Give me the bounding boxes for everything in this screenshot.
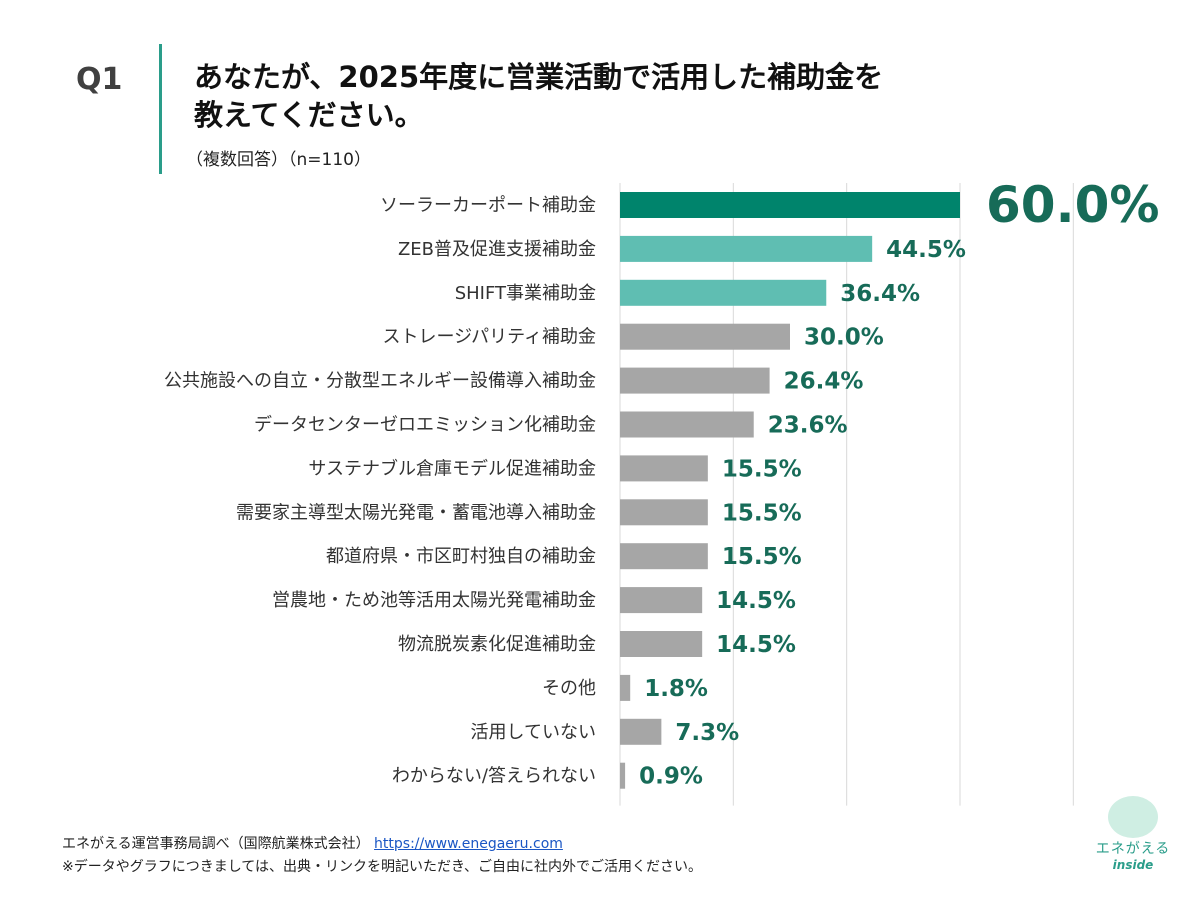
bar [620, 279, 827, 306]
source-link[interactable]: https://www.enegaeru.com [374, 836, 563, 852]
enegaeru-logo: エネがえる inside [1093, 796, 1173, 872]
bar [620, 543, 708, 570]
data-label: 15.5% [722, 500, 802, 526]
bar [620, 192, 960, 218]
logo-text: エネがえる [1095, 841, 1171, 857]
frog-bulb-icon [1108, 796, 1158, 838]
category-label: 需要家主導型太陽光発電・蓄電池導入補助金 [236, 502, 596, 523]
category-label: ソーラーカーポート補助金 [380, 195, 596, 216]
question-number: Q1 [76, 62, 123, 97]
bar [620, 499, 708, 526]
category-label: データセンターゼロエミッション化補助金 [254, 415, 596, 436]
data-label: 36.4% [840, 281, 920, 307]
data-label: 14.5% [716, 588, 796, 614]
data-label: 7.3% [675, 720, 739, 746]
bar [620, 631, 703, 657]
category-label: ZEB普及促進支援補助金 [398, 239, 596, 260]
bar [620, 367, 770, 394]
bar [620, 674, 631, 701]
category-label: SHIFT事業補助金 [455, 283, 596, 304]
category-label: 営農地・ため池等活用太陽光発電補助金 [272, 590, 596, 611]
category-label: サステナブル倉庫モデル促進補助金 [308, 457, 596, 479]
data-label: 0.9% [639, 764, 703, 790]
category-label: 公共施設への自立・分散型エネルギー設備導入補助金 [164, 371, 596, 392]
category-label: その他 [542, 678, 596, 699]
subtitle: （複数回答）（n=110） [186, 150, 371, 170]
title-line-1: あなたが、2025年度に営業活動で活用した補助金を [194, 60, 884, 94]
title-divider [159, 44, 162, 174]
logo-sub: inside [1112, 858, 1154, 872]
bar [620, 587, 703, 614]
source-text: エネがえる運営事務局調べ（国際航業株式会社） [62, 836, 370, 852]
bar [620, 323, 790, 350]
source-line: エネがえる運営事務局調べ（国際航業株式会社） https://www.enega… [62, 833, 563, 853]
data-label: 30.0% [804, 325, 884, 351]
usage-note: ※データやグラフにつきましては、出典・リンクを明記いただき、ご自由に社内外でご活… [62, 859, 703, 875]
bar [620, 411, 754, 438]
data-label: 44.5% [886, 237, 966, 263]
category-label: ストレージパリティ補助金 [383, 327, 596, 348]
page-title: あなたが、2025年度に営業活動で活用した補助金を 教えてください。 [194, 58, 994, 134]
data-label: 15.5% [722, 544, 802, 570]
data-label: 14.5% [716, 632, 796, 658]
data-label: 1.8% [644, 676, 708, 702]
category-label: 都道府県・市区町村独自の補助金 [326, 546, 596, 567]
data-label: 60.0% [986, 176, 1159, 234]
bar [620, 762, 626, 789]
title-line-2: 教えてください。 [194, 98, 424, 132]
data-label: 23.6% [768, 413, 848, 439]
category-label: 物流脱炭素化促進補助金 [398, 634, 596, 655]
bar [620, 235, 873, 262]
bar [620, 718, 662, 745]
category-label: わからない/答えられない [392, 766, 596, 787]
category-label: 活用していない [471, 722, 596, 743]
data-label: 15.5% [722, 456, 802, 482]
data-label: 26.4% [784, 369, 864, 395]
bar [620, 455, 708, 482]
